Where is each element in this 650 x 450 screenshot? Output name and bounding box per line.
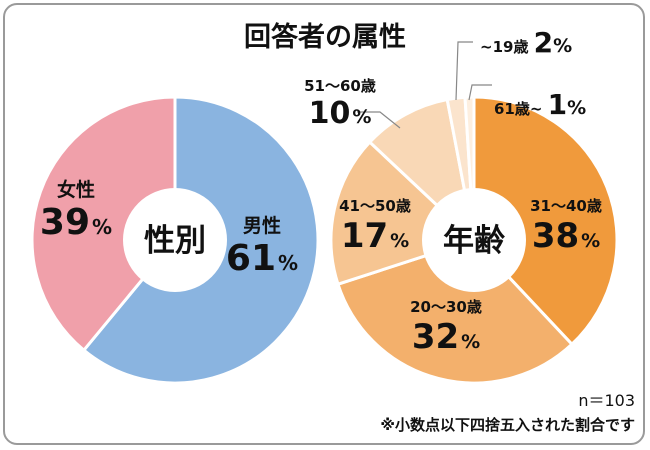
pie-age-label-name-1: 20～30歳	[410, 298, 482, 316]
pie-age-leader-5	[468, 84, 492, 101]
pie-age-label-name-0: 31～40歳	[530, 197, 602, 215]
pie-age-center-hole	[422, 188, 526, 292]
chart-title: 回答者の属性	[244, 21, 406, 53]
pie-gender-slice-1	[30, 95, 177, 353]
pie-gender-label-name-0: 男性	[243, 214, 281, 237]
pie-age-label-value-0: 38%	[532, 216, 600, 256]
pie-age-label-name-3: 51～60歳	[304, 77, 376, 95]
pie-age-leader-3	[357, 111, 401, 129]
footnote: ※小数点以下四捨五入された割合です	[380, 416, 635, 434]
pie-age-label-5: 61歳~ 1%	[494, 88, 586, 121]
pie-age-slice-0	[472, 95, 619, 347]
pie-gender-label-value-0: 61%	[226, 238, 298, 279]
pie-gender-center-hole	[123, 188, 227, 292]
pie-age-label-value-1: 32%	[412, 317, 480, 357]
pie-gender-label-value-1: 39%	[40, 202, 112, 243]
pie-age-center-label: 年齢	[443, 223, 505, 259]
pie-gender-label-name-1: 女性	[57, 178, 95, 201]
pie-age-label-value-3: 10%	[309, 96, 372, 131]
pie-age-label-4: ~19歳 2%	[480, 26, 572, 59]
pie-age-label-value-2: 17%	[341, 216, 409, 256]
pie-age-label-name-2: 41～50歳	[339, 197, 411, 215]
pie-age-slice-1	[336, 238, 575, 385]
pie-age-leader-4	[455, 41, 473, 101]
sample-size: n＝103	[578, 391, 635, 410]
pie-gender-center-label: 性別	[144, 223, 206, 259]
